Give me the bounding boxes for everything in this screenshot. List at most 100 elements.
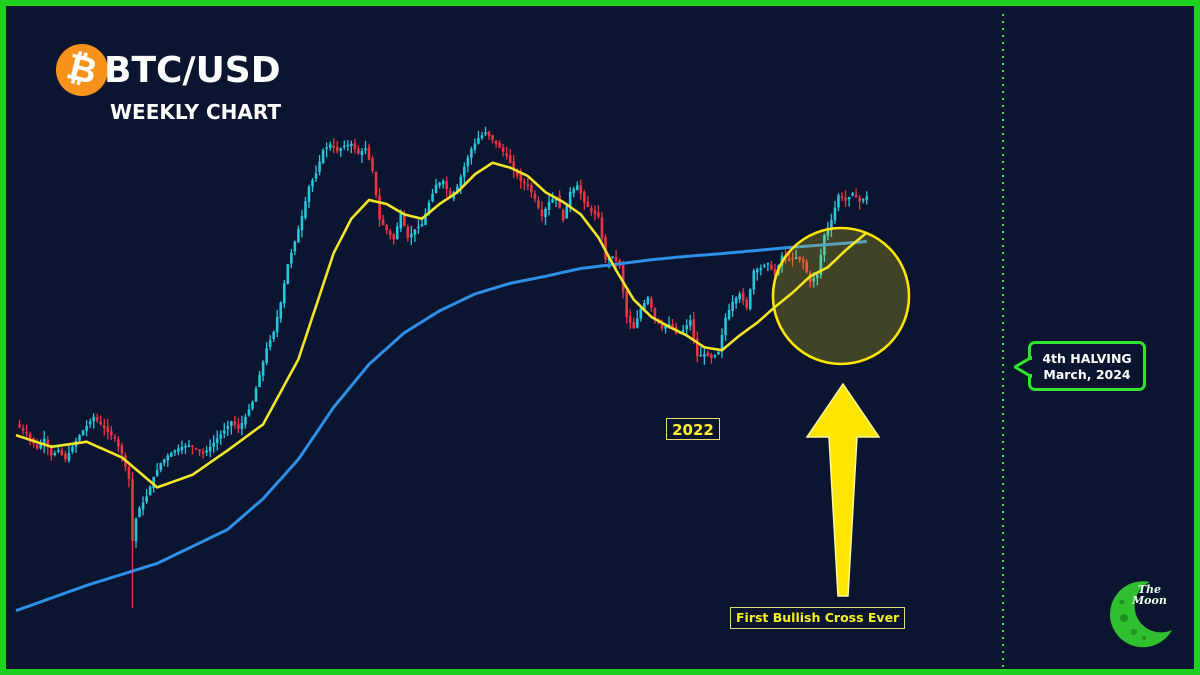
candle-up: [643, 302, 646, 310]
candle-down: [406, 227, 410, 239]
candle-down: [117, 439, 120, 447]
candle-up: [350, 143, 353, 147]
candle-up: [78, 435, 81, 441]
candle-up: [244, 417, 247, 425]
candle-up: [470, 148, 473, 158]
candle-up: [473, 143, 477, 150]
candle-down: [741, 292, 745, 301]
candle-up: [81, 430, 85, 436]
candle-up: [155, 469, 159, 476]
candle-down: [120, 445, 124, 454]
candle-up: [268, 340, 272, 347]
candle-up: [685, 325, 688, 330]
chart-subtitle: WEEKLY CHART: [110, 100, 281, 124]
candle-up: [611, 256, 614, 258]
candle-up: [819, 255, 823, 276]
candle-up: [134, 518, 138, 542]
candle-up: [159, 463, 163, 470]
candle-up: [635, 318, 639, 328]
candle-up: [544, 209, 547, 218]
candle-up: [720, 334, 724, 352]
candle-up: [830, 220, 833, 229]
candle-up: [254, 388, 258, 402]
candle-up: [410, 233, 413, 238]
candle-up: [713, 355, 717, 357]
candle-up: [395, 226, 399, 239]
candle-down: [533, 193, 537, 200]
candle-up: [297, 228, 300, 243]
candle-up: [177, 448, 180, 452]
candle-down: [198, 449, 201, 452]
candle-up: [321, 149, 325, 164]
candle-up: [318, 161, 321, 172]
candle-up: [833, 207, 837, 221]
candle-down: [530, 185, 533, 193]
candle-down: [381, 219, 385, 225]
candle-down: [21, 428, 25, 431]
candle-down: [653, 308, 657, 318]
candle-down: [64, 453, 67, 460]
candle-up: [681, 330, 685, 332]
candle-up: [646, 297, 650, 304]
candle-down: [650, 298, 653, 308]
first-bullish-cross-label: First Bullish Cross Ever: [730, 607, 906, 629]
candle-down: [628, 316, 632, 323]
candle-up: [766, 263, 770, 265]
candle-up: [275, 317, 279, 333]
bitcoin-logo-icon: ₿: [56, 44, 108, 96]
candle-up: [748, 289, 752, 309]
halving-label-line1: 4th HALVING: [1042, 351, 1132, 366]
candle-down: [388, 230, 392, 235]
candle-up: [272, 331, 275, 339]
candle-up: [261, 361, 265, 376]
candle-up: [847, 197, 851, 200]
candle-down: [131, 479, 134, 541]
candle-up: [466, 157, 470, 167]
candle-up: [480, 135, 484, 139]
bullish-cross-highlight-circle: [771, 226, 911, 366]
candle-up: [304, 201, 307, 218]
candle-down: [385, 225, 388, 231]
candle-up: [307, 186, 311, 202]
candle-up: [434, 184, 438, 194]
candle-up: [265, 348, 268, 363]
candle-up: [639, 308, 643, 319]
candle-down: [491, 135, 494, 140]
candle-down: [844, 198, 847, 201]
candle-down: [201, 451, 205, 454]
candle-up: [226, 425, 230, 429]
candle-up: [459, 176, 463, 187]
price-chart: [15, 14, 1004, 669]
halving-callout: 4th HALVING March, 2024: [1014, 341, 1146, 391]
candle-up: [39, 443, 43, 449]
candle-up: [688, 320, 692, 326]
candle-up: [763, 265, 766, 267]
candle-up: [212, 442, 215, 447]
candle-up: [861, 198, 865, 201]
candle-up: [664, 326, 667, 329]
candle-up: [413, 229, 417, 235]
candle-down: [695, 338, 699, 357]
candle-up: [424, 213, 427, 225]
candle-down: [614, 256, 618, 262]
candle-down: [445, 180, 448, 190]
candle-up: [85, 425, 88, 431]
candle-up: [731, 301, 734, 312]
candle-up: [826, 227, 830, 236]
candle-up: [568, 191, 572, 207]
candle-down: [671, 324, 674, 329]
candle-up: [141, 502, 145, 510]
candle-down: [378, 195, 381, 220]
year-2022-label: 2022: [666, 418, 720, 440]
candle-down: [60, 450, 64, 455]
candle-up: [311, 179, 314, 187]
candle-up: [427, 202, 431, 214]
candle-down: [801, 259, 805, 262]
candle-up: [865, 196, 869, 200]
candle-down: [692, 319, 696, 339]
candle-up: [794, 257, 798, 259]
candle-up: [738, 294, 741, 300]
candle-down: [540, 209, 544, 217]
candle-up: [346, 144, 350, 147]
